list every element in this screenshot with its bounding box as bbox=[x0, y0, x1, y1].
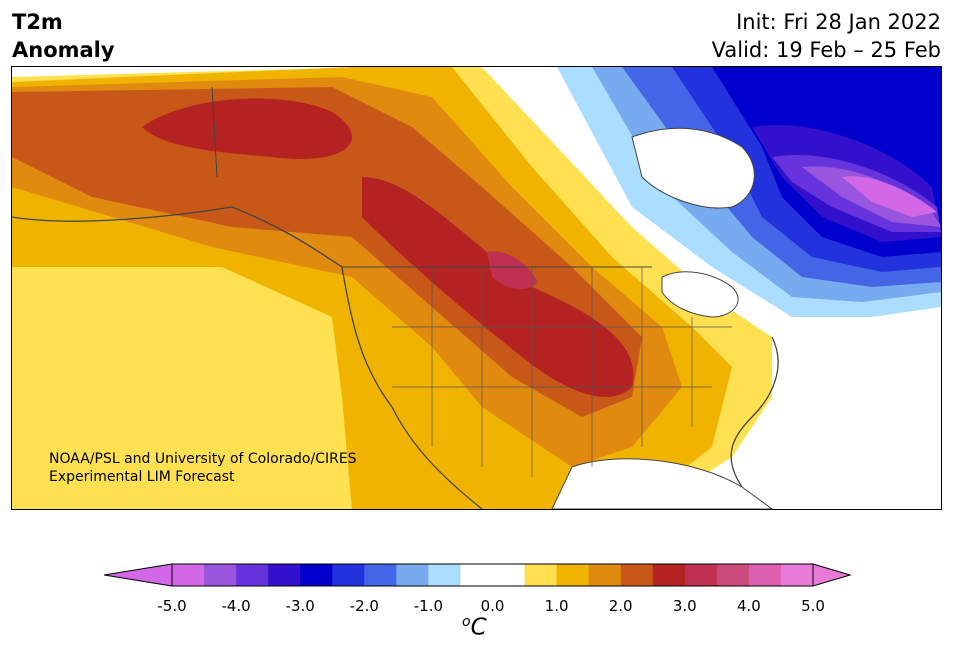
colorbar-tick-label: 3.0 bbox=[672, 597, 697, 615]
colorbar-unit: oC bbox=[462, 614, 487, 641]
colorbar-tick-label: -5.0 bbox=[157, 597, 187, 615]
colorbar-tick-label: -2.0 bbox=[349, 597, 379, 615]
colorbar-under-arrow bbox=[104, 563, 173, 587]
valid-range: Valid: 19 Feb – 25 Feb bbox=[711, 38, 941, 62]
map-title: T2m Anomaly bbox=[12, 8, 115, 64]
state-lines bbox=[392, 267, 732, 477]
colorbar-segment bbox=[716, 564, 750, 586]
colorbar-tick-label: 0.0 bbox=[480, 597, 505, 615]
colorbar-tick-label: -3.0 bbox=[285, 597, 315, 615]
warm-band-5 bbox=[142, 98, 352, 159]
coastline-east bbox=[730, 336, 779, 488]
colorbar-tick-label: -4.0 bbox=[221, 597, 251, 615]
colorbar-over-arrow bbox=[812, 563, 851, 587]
colorbar-segment bbox=[332, 564, 365, 586]
hudson-bay bbox=[631, 127, 755, 209]
colorbar-tick-label: 1.0 bbox=[544, 597, 569, 615]
colorbar-segment bbox=[748, 564, 782, 586]
colorbar-segment bbox=[588, 564, 622, 586]
alaska-border bbox=[211, 86, 218, 178]
init-date: Init: Fri 28 Jan 2022 bbox=[736, 10, 941, 34]
credit-line-2: Experimental LIM Forecast bbox=[49, 469, 235, 485]
colorbar-segment bbox=[428, 564, 461, 586]
colorbar-tick-label: 4.0 bbox=[736, 597, 761, 615]
gulf-of-mexico bbox=[551, 458, 773, 509]
colorbar-segment bbox=[524, 564, 558, 586]
title-line-2: Anomaly bbox=[12, 38, 115, 62]
unit-degree: o bbox=[462, 614, 471, 630]
cold-core bbox=[842, 176, 937, 217]
colorbar-segment bbox=[204, 564, 237, 586]
warm-band-4 bbox=[12, 87, 642, 417]
anomaly-map bbox=[11, 66, 942, 510]
colorbar-tick-label: 2.0 bbox=[608, 597, 633, 615]
colorbar-segment bbox=[780, 564, 814, 586]
colorbar-segment bbox=[236, 564, 269, 586]
colorbar-segment bbox=[492, 564, 526, 586]
credit-text: NOAA/PSL and University of Colorado/CIRE… bbox=[49, 450, 357, 486]
colorbar bbox=[104, 563, 851, 587]
colorbar-segment bbox=[460, 564, 493, 586]
colorbar-segment bbox=[300, 564, 333, 586]
map-canvas bbox=[12, 67, 941, 509]
colorbar-segment bbox=[396, 564, 429, 586]
colorbar-tick-label: -1.0 bbox=[413, 597, 444, 615]
title-line-1: T2m bbox=[12, 10, 63, 34]
colorbar-segment bbox=[364, 564, 397, 586]
coastline-west bbox=[12, 206, 483, 509]
great-lakes bbox=[661, 271, 739, 318]
colorbar-segment bbox=[652, 564, 686, 586]
colorbar-segment bbox=[620, 564, 654, 586]
colorbar-outline bbox=[171, 563, 814, 587]
warm-core bbox=[487, 251, 537, 289]
warm-band-6 bbox=[362, 177, 634, 397]
colorbar-segment bbox=[556, 564, 590, 586]
colorbar-tick-label: 5.0 bbox=[801, 597, 825, 615]
credit-line-1: NOAA/PSL and University of Colorado/CIRE… bbox=[49, 451, 357, 467]
colorbar-segment bbox=[684, 564, 718, 586]
forecast-dates: Init: Fri 28 Jan 2022 Valid: 19 Feb – 25… bbox=[712, 8, 941, 64]
unit-letter: C bbox=[470, 614, 487, 641]
colorbar-segment bbox=[172, 564, 205, 586]
colorbar-segment bbox=[268, 564, 301, 586]
